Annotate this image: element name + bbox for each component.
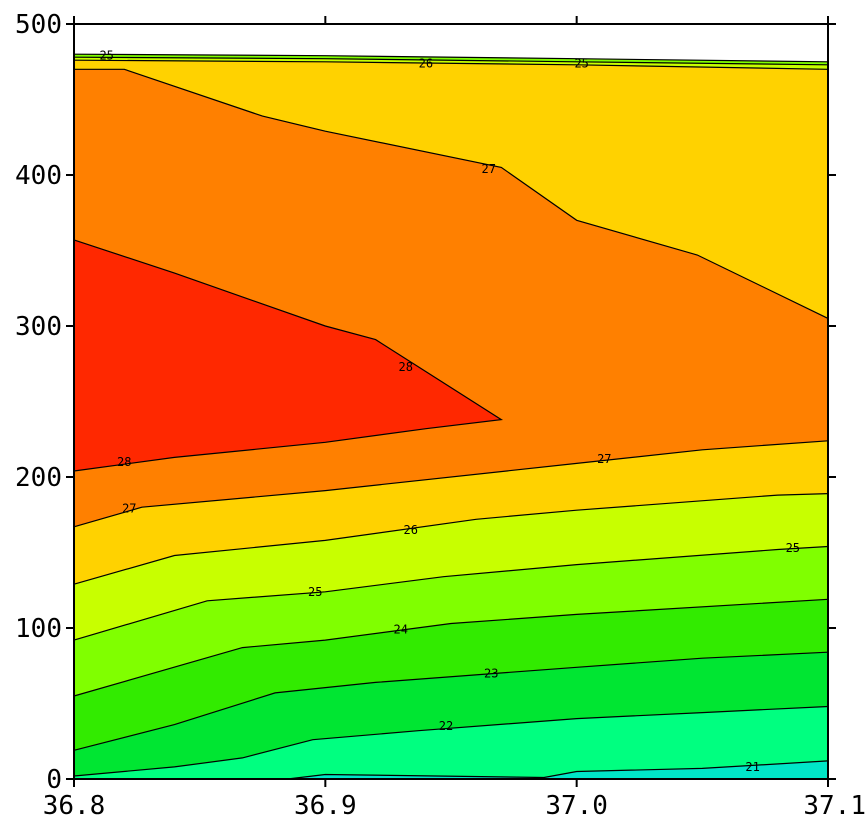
contour-bands <box>74 24 828 780</box>
contour-label: 22 <box>439 719 453 733</box>
contour-line-10 <box>73 59 829 70</box>
y-tick-label: 100 <box>15 614 62 644</box>
y-tick-label: 300 <box>15 312 62 342</box>
contour-label: 26 <box>404 523 418 537</box>
axis-ticks <box>66 16 836 787</box>
contour-label: 27 <box>122 502 136 516</box>
contour-line-12 <box>73 53 829 63</box>
contour-label: 25 <box>99 49 113 63</box>
y-tick-label: 200 <box>15 463 62 493</box>
contour-line-4 <box>73 545 829 641</box>
x-tick-label: 37.1 <box>803 791 866 818</box>
band-1 <box>74 706 828 779</box>
contour-line-5 <box>73 493 829 585</box>
contour-line-28 <box>73 239 504 472</box>
contour-label: 26 <box>419 56 433 70</box>
y-tick-labels: 0 100 200 300 400 500 <box>15 10 62 795</box>
contour-lines <box>73 53 829 780</box>
x-tick-label: 36.9 <box>294 791 357 818</box>
contour-line-2 <box>73 651 829 751</box>
contour-line-11 <box>73 56 829 66</box>
contour-label: 23 <box>484 666 498 680</box>
contour-label: 21 <box>745 760 759 774</box>
contour-label: 28 <box>399 360 413 374</box>
x-tick-labels: 36.8 36.9 37.0 37.1 <box>43 791 866 818</box>
contour-label: 24 <box>394 623 408 637</box>
contour-line-6 <box>73 440 829 528</box>
band-0 <box>74 760 828 779</box>
band-8 <box>74 239 502 471</box>
contour-line-9 <box>74 68 829 319</box>
x-tick-label: 36.8 <box>43 791 106 818</box>
y-tick-label: 500 <box>15 10 62 40</box>
contour-label: 28 <box>117 455 131 469</box>
y-tick-label: 0 <box>46 765 62 795</box>
contour-line-1 <box>73 705 829 777</box>
y-tick-label: 400 <box>15 161 62 191</box>
contour-line-3 <box>73 598 829 697</box>
contour-label: 25 <box>786 541 800 555</box>
contour-label: 25 <box>574 56 588 70</box>
contour-label: 27 <box>597 452 611 466</box>
contour-label: 27 <box>481 162 495 176</box>
contour-label: 25 <box>308 585 322 599</box>
x-tick-label: 37.0 <box>545 791 608 818</box>
plot-frame <box>73 23 829 780</box>
contour-labels: 21 22 23 24 25 25 26 27 27 28 28 27 26 25 25 <box>99 49 800 774</box>
